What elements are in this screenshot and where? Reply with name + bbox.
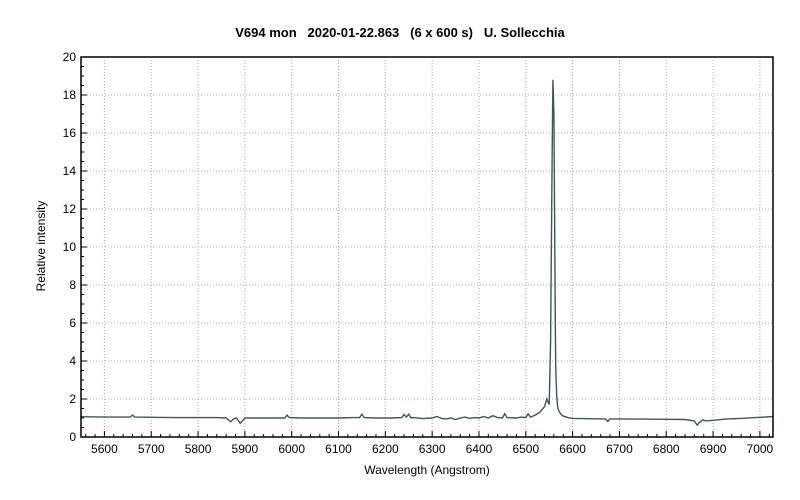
svg-text:6: 6 [69,316,76,330]
svg-text:10: 10 [63,240,77,254]
svg-text:20: 20 [63,50,77,64]
svg-text:6700: 6700 [606,442,633,456]
svg-text:5900: 5900 [232,442,259,456]
svg-text:4: 4 [69,354,76,368]
svg-text:18: 18 [63,88,77,102]
svg-text:7000: 7000 [747,442,774,456]
svg-text:5600: 5600 [91,442,118,456]
svg-text:5800: 5800 [185,442,212,456]
tick-labels: 5600 5700 5800 5900 6000 6100 6200 6300 6400 6500… [63,50,774,456]
svg-text:16: 16 [63,126,77,140]
svg-text:5700: 5700 [138,442,165,456]
svg-text:6800: 6800 [653,442,680,456]
svg-text:14: 14 [63,164,77,178]
plot-frame [80,56,774,438]
svg-text:6400: 6400 [466,442,493,456]
svg-text:0: 0 [69,430,76,444]
x-axis-label: Wavelength (Angstrom) [364,463,490,477]
svg-text:6000: 6000 [278,442,305,456]
svg-text:8: 8 [69,278,76,292]
spectrum-line [80,79,774,427]
svg-text:6300: 6300 [419,442,446,456]
svg-text:6900: 6900 [700,442,727,456]
svg-text:2: 2 [69,392,76,406]
grid-lines [81,57,773,437]
svg-text:12: 12 [63,202,77,216]
svg-text:6600: 6600 [559,442,586,456]
svg-text:6200: 6200 [372,442,399,456]
svg-text:6500: 6500 [512,442,539,456]
chart-title: V694 mon 2020-01-22.863 (6 x 600 s) U. S… [235,25,565,40]
svg-text:6100: 6100 [325,442,352,456]
